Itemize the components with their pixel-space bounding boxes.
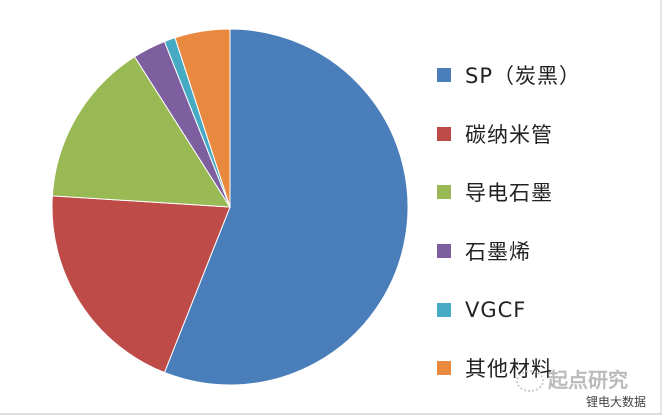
legend-swatch	[437, 361, 451, 376]
legend-label: VGCF	[465, 297, 527, 322]
legend-swatch	[437, 302, 451, 317]
legend: SP（炭黑） 碳纳米管 导电石墨 石墨烯 VGCF 其他材料	[437, 46, 581, 398]
watermark-sub: 锂电大数据	[586, 395, 647, 409]
watermark-icon	[516, 370, 544, 392]
legend-item: SP（炭黑）	[437, 46, 581, 105]
pie-slice-1	[51, 195, 231, 374]
pie-slice-5	[174, 28, 231, 208]
divider	[660, 0, 662, 415]
legend-swatch	[437, 244, 451, 259]
legend-swatch	[437, 68, 451, 83]
legend-item: VGCF	[437, 280, 581, 339]
pie-slice-2	[51, 56, 231, 208]
pie-slice-0	[163, 28, 409, 386]
legend-item: 石墨烯	[437, 222, 581, 281]
legend-label: 碳纳米管	[465, 122, 553, 147]
legend-swatch	[437, 185, 451, 200]
legend-item: 碳纳米管	[437, 105, 581, 164]
legend-label: 导电石墨	[465, 181, 553, 206]
legend-swatch	[437, 126, 451, 141]
legend-item: 导电石墨	[437, 163, 581, 222]
legend-label: SP（炭黑）	[465, 64, 581, 89]
divider	[0, 413, 662, 415]
legend-label: 石墨烯	[465, 240, 531, 265]
watermark-brand: 起点研究	[548, 368, 628, 392]
